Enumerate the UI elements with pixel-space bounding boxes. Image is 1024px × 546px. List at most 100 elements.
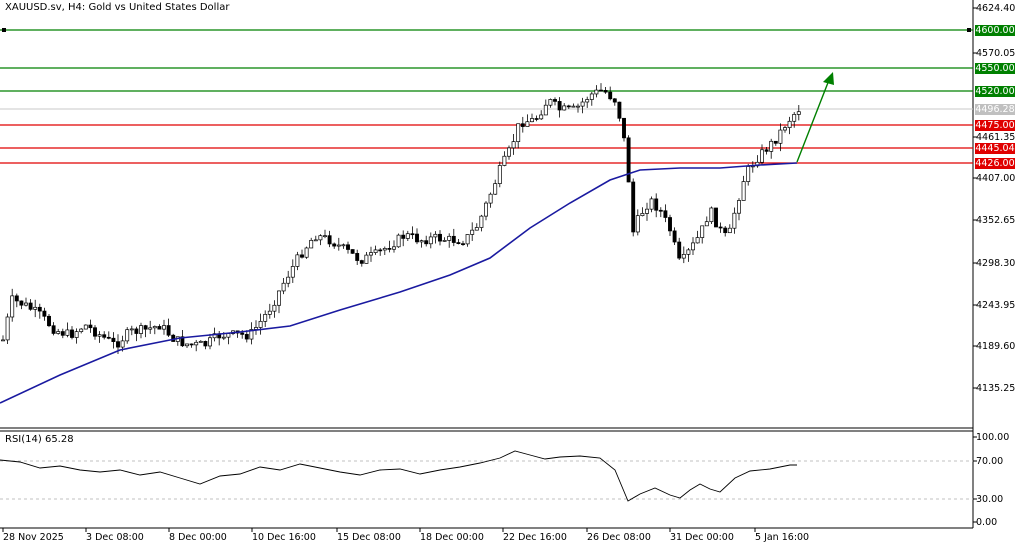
candle	[65, 322, 70, 338]
candle	[318, 234, 323, 246]
candle	[74, 328, 79, 344]
candle	[525, 114, 530, 127]
trend-arrow-head	[823, 72, 834, 85]
time-label: 8 Dec 00:00	[169, 532, 227, 543]
price-label: 4243.95	[976, 300, 1016, 311]
candle	[714, 207, 718, 228]
candlestick-series	[1, 83, 801, 354]
candle	[783, 125, 787, 133]
candle	[778, 123, 783, 152]
candle	[681, 246, 686, 264]
candle	[392, 240, 396, 253]
candle	[1, 335, 5, 342]
candle	[295, 251, 300, 271]
candle	[33, 299, 38, 318]
candle	[313, 235, 318, 242]
candle	[5, 313, 10, 344]
candle	[162, 319, 166, 335]
candle	[557, 97, 562, 118]
candle	[608, 86, 613, 101]
candle	[254, 320, 258, 335]
candle	[516, 123, 521, 149]
rsi-title: RSI(14) 65.28	[5, 434, 74, 445]
time-label: 3 Dec 08:00	[86, 532, 144, 543]
candle	[70, 326, 74, 340]
candle	[534, 115, 539, 122]
time-label: 22 Dec 16:00	[503, 532, 567, 543]
candle	[401, 230, 406, 247]
candle	[185, 343, 189, 349]
price-label: 4624.40	[976, 3, 1016, 14]
time-label: 10 Dec 16:00	[252, 532, 316, 543]
candle	[447, 233, 452, 248]
candle	[442, 237, 447, 242]
price-label: 4189.60	[976, 341, 1016, 352]
candle	[217, 330, 222, 346]
level-tag-4426: 4426.00	[975, 158, 1015, 169]
candle	[737, 198, 741, 221]
candle	[51, 322, 56, 336]
candle	[792, 112, 797, 128]
rsi-axis-label: 100.00	[976, 432, 1010, 443]
candle	[635, 209, 640, 236]
candle	[433, 231, 438, 244]
candle	[258, 313, 263, 335]
candle	[488, 192, 493, 208]
candle	[645, 202, 649, 221]
time-label: 31 Dec 00:00	[670, 532, 734, 543]
level-tag-4550: 4550.00	[975, 63, 1015, 74]
candle	[378, 248, 383, 256]
candle	[695, 230, 700, 244]
candle	[277, 290, 281, 314]
candle	[594, 85, 599, 98]
candle	[56, 328, 61, 335]
candle	[709, 206, 714, 225]
candle	[691, 237, 695, 255]
candle	[272, 300, 277, 318]
time-label: 15 Dec 08:00	[337, 532, 401, 543]
level-anchor-right	[967, 28, 971, 32]
candle	[203, 340, 208, 350]
price-label: 4298.30	[976, 258, 1016, 269]
candle	[249, 322, 254, 345]
price-label: 4352.65	[976, 215, 1016, 226]
candle	[125, 327, 130, 344]
candle	[424, 235, 429, 247]
level-anchor-left	[2, 28, 6, 32]
candle	[700, 225, 705, 244]
candle	[102, 331, 107, 340]
candle	[764, 147, 769, 155]
candle	[19, 300, 24, 310]
candle	[14, 293, 19, 308]
candle	[405, 230, 410, 242]
candle	[438, 230, 442, 246]
candle	[419, 239, 424, 248]
rsi-ticks	[973, 436, 977, 523]
candle	[599, 83, 603, 92]
candle	[718, 222, 723, 233]
candle	[649, 196, 654, 213]
candle	[796, 105, 801, 121]
candle	[290, 259, 295, 283]
level-tag-4445: 4445.04	[975, 143, 1015, 154]
candle	[111, 332, 116, 349]
candle	[189, 343, 194, 348]
candle	[539, 110, 544, 120]
candle	[704, 216, 709, 227]
time-ticks	[2, 528, 756, 532]
candle	[589, 91, 594, 106]
candle	[332, 242, 337, 249]
rsi-axis-label: 70.00	[976, 456, 1004, 467]
candle	[470, 222, 475, 241]
candle	[465, 234, 470, 247]
candle	[686, 247, 691, 262]
candle	[654, 193, 659, 218]
candle	[47, 314, 51, 328]
candle	[566, 104, 571, 110]
candle	[580, 97, 585, 114]
candle	[571, 103, 576, 108]
level-tag-4520: 4520.00	[975, 86, 1015, 97]
candle	[585, 96, 590, 108]
